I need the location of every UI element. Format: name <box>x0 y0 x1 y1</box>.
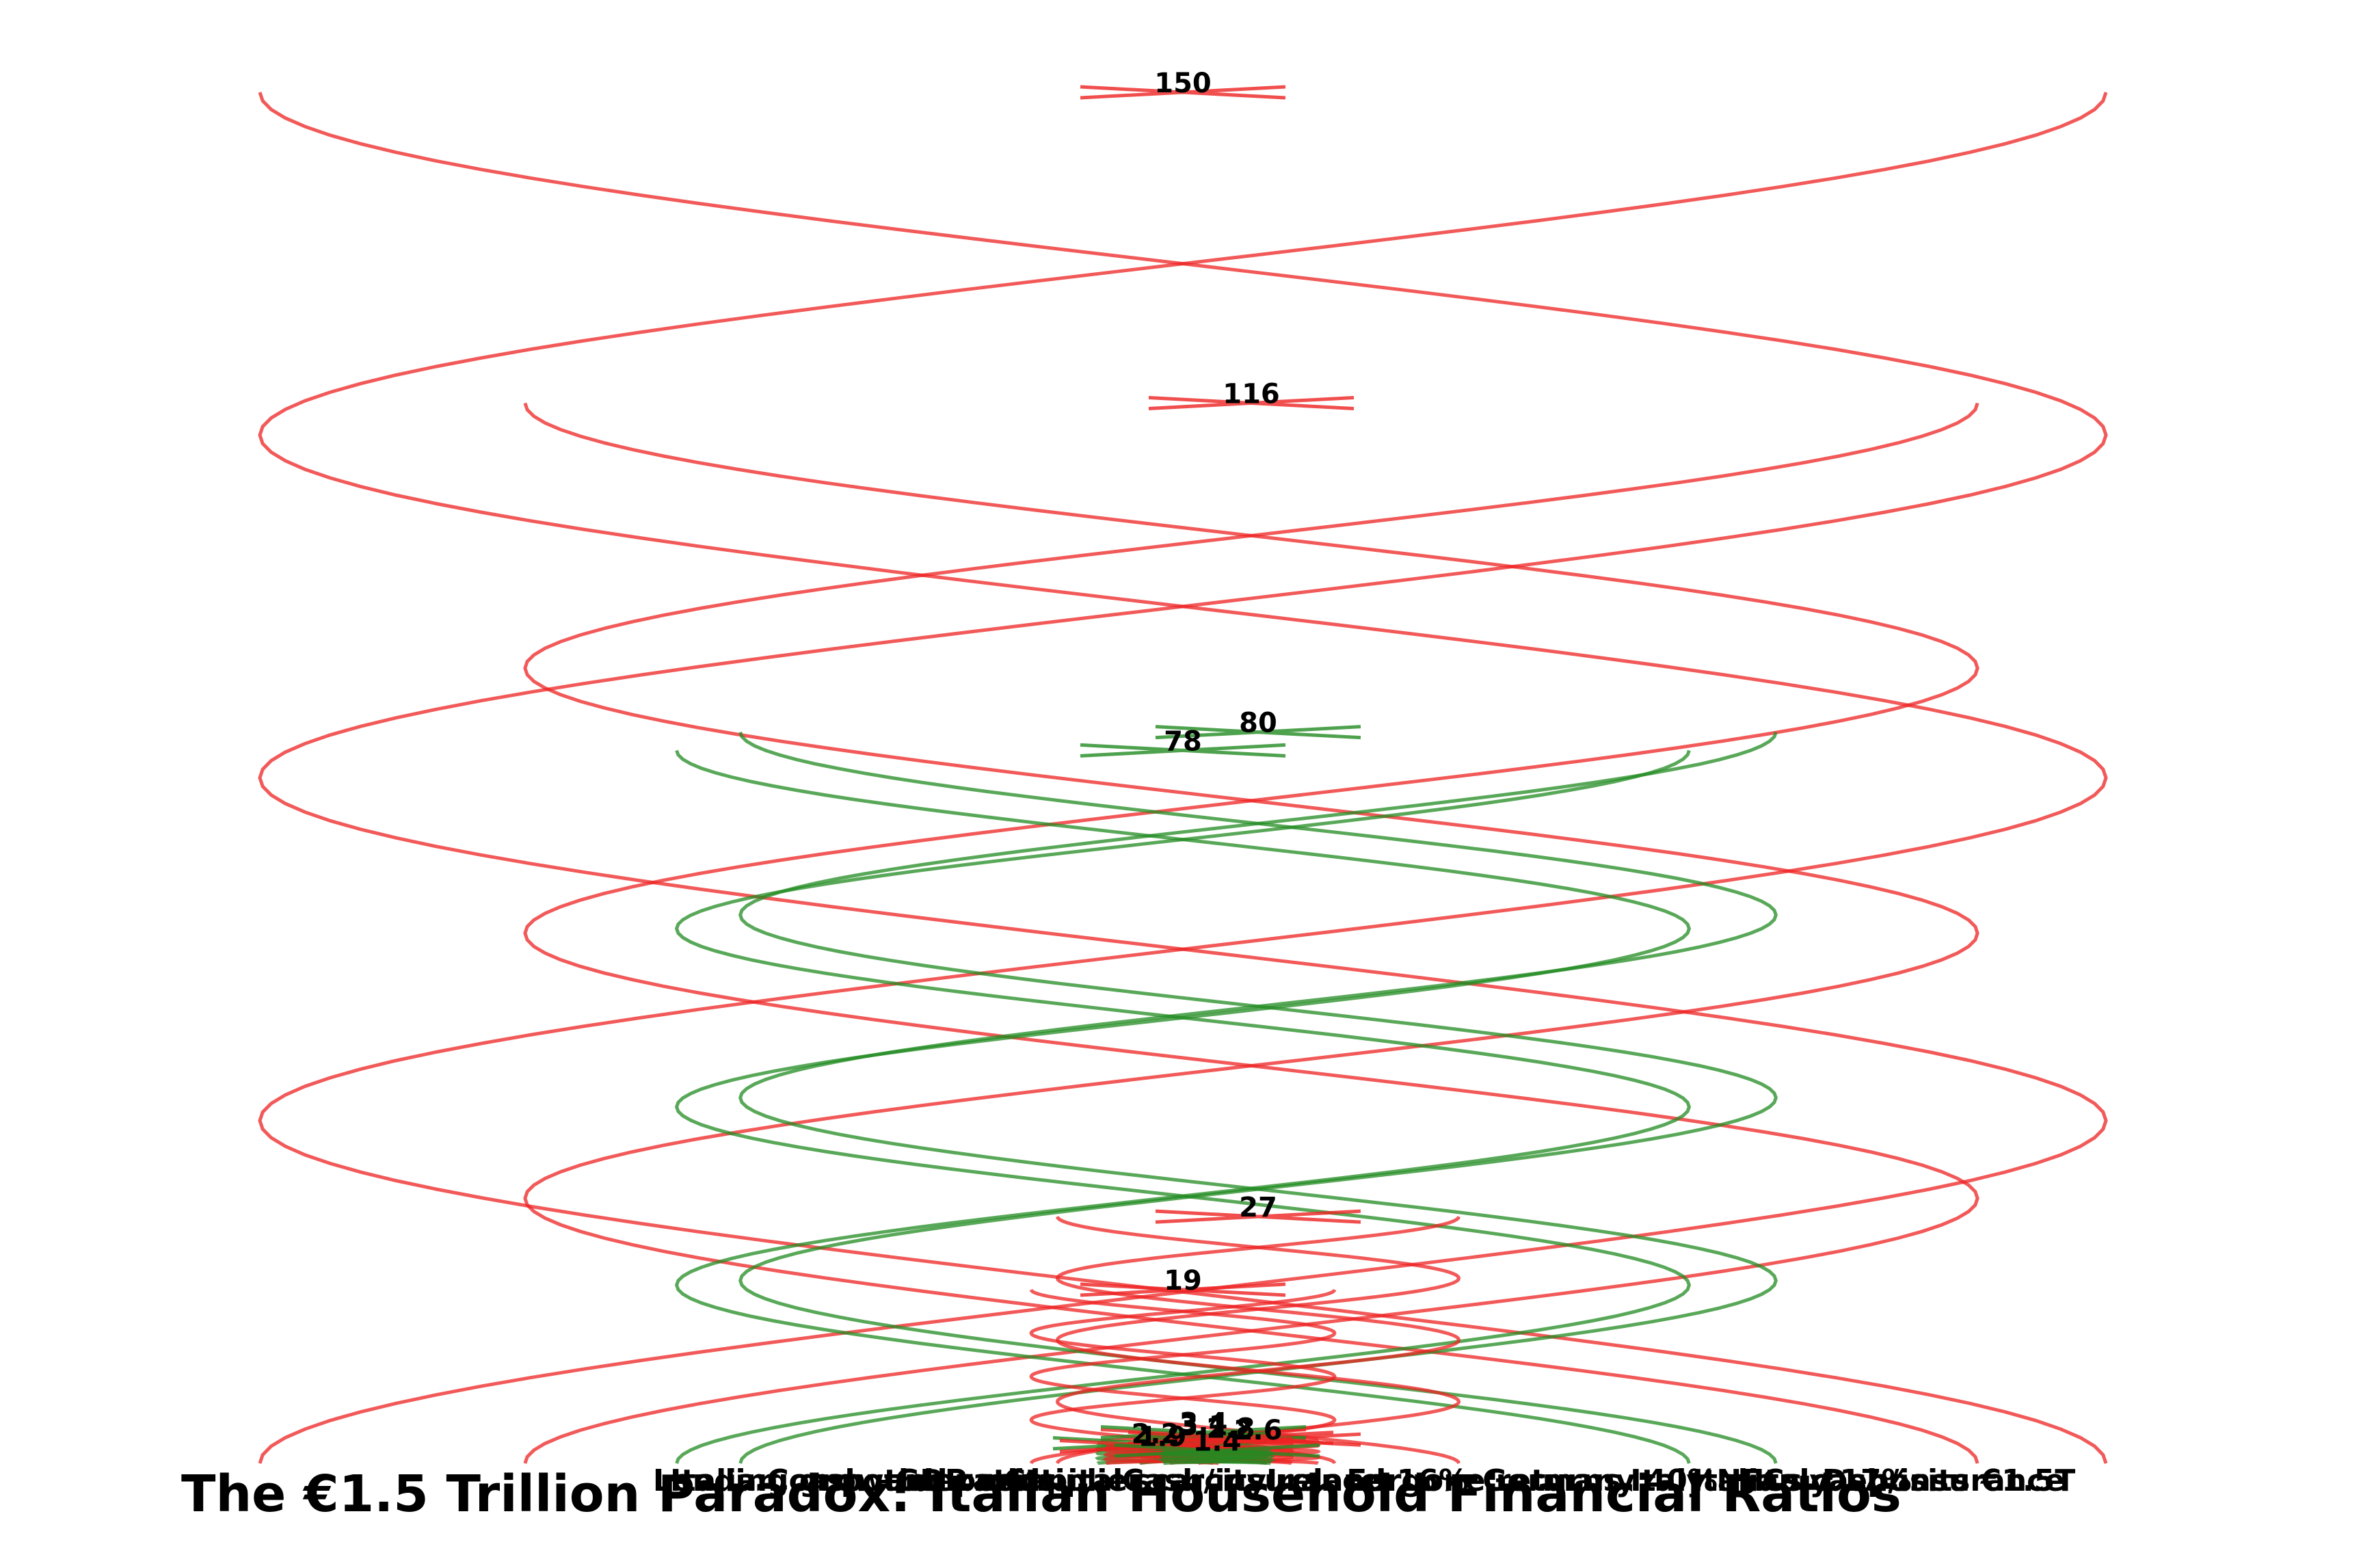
value-label-12: 1.4 <box>1193 1426 1242 1457</box>
violin-cap-10 <box>1128 1431 1334 1446</box>
value-label-1: 116 <box>1223 378 1280 410</box>
violin-cap-0 <box>1080 85 1286 100</box>
value-label-layer: 150 116 80 78 27 19 3.1 2.63.42.2 2.8 1.9 1.4 <box>1132 68 1283 1457</box>
category-label-6: Ireland 16% <box>1266 1463 1469 1498</box>
violin-cap-5 <box>1080 1282 1286 1297</box>
violin-outline-5-right <box>1029 1288 1337 1465</box>
violin-outline-0-right <box>258 92 2108 1464</box>
category-label-5: Cash/insurance <box>1122 1463 1380 1498</box>
value-label-0: 150 <box>1154 68 1212 99</box>
violin-outline-3-left <box>674 749 1692 1464</box>
violin-cap-3 <box>1080 743 1286 758</box>
category-label-7: Forgone returns <box>1346 1463 1621 1498</box>
value-label-10: 2.8 <box>1207 1413 1255 1445</box>
category-label-3: GDP multiplier <box>895 1463 1143 1498</box>
violin-cap-1 <box>1148 395 1355 410</box>
violin-outline-1-right <box>523 402 1979 1464</box>
category-label-0: Italian cash + deposits <box>670 1463 1057 1498</box>
violin-outline-0-left <box>258 92 2108 1464</box>
violin-outline-1-left <box>523 402 1979 1464</box>
category-label-2: Compound ratio <box>766 1463 1038 1498</box>
value-label-11: 1.9 <box>1138 1422 1187 1453</box>
violin-layer <box>258 85 2108 1465</box>
violin-outline-4-right <box>1055 1216 1461 1464</box>
value-label-4: 27 <box>1239 1192 1277 1223</box>
value-label-8: 3.4 <box>1179 1408 1228 1439</box>
value-label-9: 2.2 <box>1132 1419 1180 1450</box>
category-label-12: Italian cash/insurance <box>1692 1463 2065 1498</box>
category-label-4: Capital scarcity <box>1004 1463 1266 1498</box>
violin-cap-2 <box>1155 725 1361 740</box>
value-label-2: 80 <box>1239 708 1277 739</box>
chart-title: The €1.5 Trillion Paradox: Italian House… <box>181 1465 1902 1524</box>
category-label-8: Germany 40% <box>1482 1463 1718 1498</box>
category-label-1: Lending growth <box>653 1463 920 1498</box>
category-label-9: Italy NFCs <box>1630 1463 1802 1498</box>
category-label-11: Deposits €1.5T <box>1822 1463 2075 1498</box>
violin-outline-2-right <box>738 731 1778 1464</box>
category-label-10: Italy 17% <box>1753 1463 1912 1498</box>
value-label-3: 78 <box>1164 726 1202 757</box>
violin-cap-4 <box>1155 1209 1361 1224</box>
violin-outline-3-right <box>674 749 1692 1464</box>
violin-outline-2-left <box>738 731 1778 1464</box>
violin-cap-12 <box>1114 1443 1320 1458</box>
value-label-5: 19 <box>1164 1265 1202 1297</box>
value-label-7: 2.6 <box>1234 1415 1283 1446</box>
value-label-6: 3.1 <box>1179 1411 1228 1442</box>
